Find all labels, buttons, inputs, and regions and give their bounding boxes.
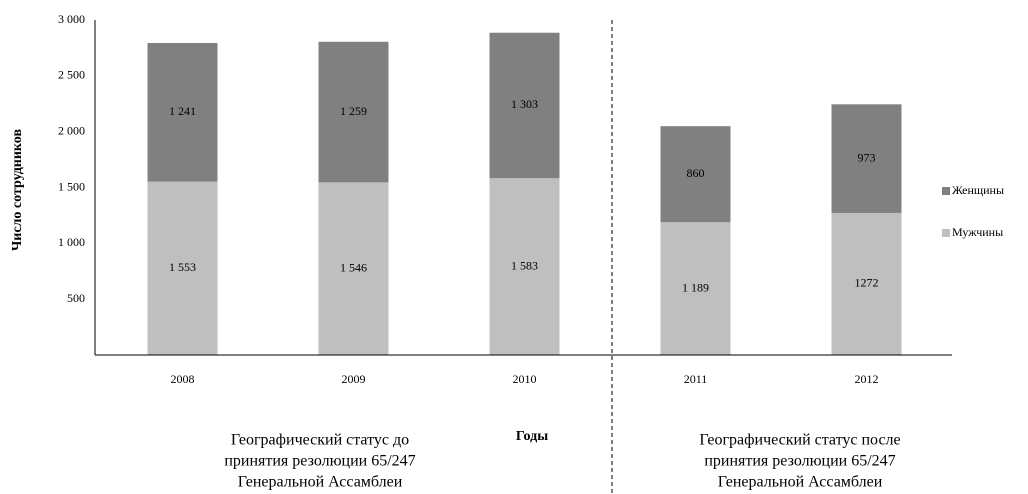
legend-label: Мужчины (952, 225, 1003, 239)
data-label: 1272 (855, 276, 879, 290)
annotation: принятия резолюции 65/247 (704, 453, 895, 470)
legend-swatch (942, 229, 950, 237)
legend-label: Женщины (952, 183, 1004, 197)
bar-segment (660, 126, 731, 223)
data-label: 860 (687, 166, 705, 180)
legend-swatch (942, 187, 950, 195)
data-label: 973 (858, 150, 876, 164)
y-axis-label: Число сотрудников (10, 129, 25, 251)
bar-segment (318, 41, 389, 183)
bar-segment (147, 181, 218, 355)
annotation: Генеральной Ассамблеи (718, 474, 883, 491)
annotation: Географический статус до (231, 432, 409, 449)
y-tick-label: 1 500 (58, 179, 85, 193)
x-tick-label: 2011 (684, 372, 708, 386)
data-label: 1 546 (340, 260, 367, 274)
x-axis-label: Годы (516, 429, 548, 444)
annotation: Географический статус после (699, 432, 900, 449)
bar-segment (831, 104, 902, 213)
x-tick-label: 2009 (342, 372, 366, 386)
data-label: 1 189 (682, 280, 709, 294)
bar-segment (831, 212, 902, 355)
y-tick-label: 2 500 (58, 68, 85, 82)
y-tick-label: 2 000 (58, 123, 85, 137)
x-tick-label: 2008 (171, 372, 195, 386)
bar-segment (489, 178, 560, 355)
y-tick-label: 3 000 (58, 12, 85, 26)
bar-segment (147, 43, 218, 182)
x-tick-label: 2012 (855, 372, 879, 386)
y-tick-label: 1 000 (58, 235, 85, 249)
data-label: 1 553 (169, 260, 196, 274)
data-label: 1 583 (511, 258, 538, 272)
bar-segment (318, 182, 389, 355)
data-label: 1 303 (511, 97, 538, 111)
y-tick-label: 500 (67, 291, 85, 305)
annotation: Генеральной Ассамблеи (238, 474, 403, 491)
annotation: принятия резолюции 65/247 (224, 453, 415, 470)
data-label: 1 241 (169, 104, 196, 118)
bar-segment (660, 222, 731, 355)
data-label: 1 259 (340, 104, 367, 118)
bar-segment (489, 32, 560, 179)
x-tick-label: 2010 (513, 372, 537, 386)
